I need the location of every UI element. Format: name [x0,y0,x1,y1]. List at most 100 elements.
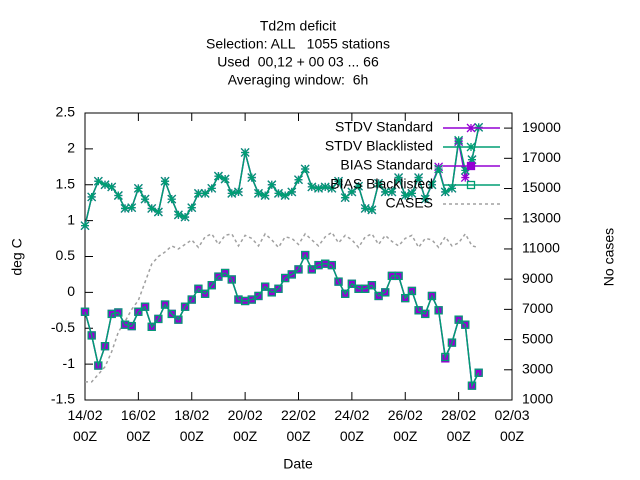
point [314,183,323,193]
point [380,187,390,197]
point [394,173,404,183]
point [94,361,103,370]
point [447,338,457,347]
point [280,191,290,200]
point [274,188,283,198]
point [100,342,110,351]
point [80,307,90,316]
legend-label: STDV Standard [335,119,433,135]
chart-title: Used 00,12 + 00 03 ... 66 [217,54,379,70]
point [100,180,110,190]
x-axis-label: Date [283,456,313,472]
point [440,187,450,197]
point [247,173,257,183]
point [220,268,230,278]
point [340,193,350,203]
point [233,187,243,197]
y-tick-label: 0.5 [56,247,76,263]
point [194,284,203,293]
point [207,281,216,290]
point [467,155,477,165]
point [180,302,190,311]
point [254,188,263,198]
point [461,320,470,329]
point [147,322,156,331]
legend-label: CASES [386,195,433,211]
point [187,295,196,304]
legend-marker [466,142,476,152]
point [347,187,357,197]
point [460,173,470,183]
point [260,191,270,200]
chart-title: Selection: ALL 1055 stations [206,36,390,52]
point [107,182,117,192]
point [381,288,390,297]
point [207,183,217,193]
point [254,291,263,301]
point [360,203,370,213]
point [394,271,403,281]
y2-tick-label: 17000 [522,149,561,165]
point [427,291,437,301]
chart-title: Td2m deficit [260,18,336,34]
point [320,182,330,192]
point [407,286,417,296]
point [300,164,310,174]
point [347,279,357,288]
point [80,221,90,231]
y2-tick-label: 9000 [522,270,553,286]
x-tick-label: 20/02 00Z [228,407,263,444]
point [133,183,143,193]
point [434,164,444,174]
point [467,381,477,390]
point [213,171,223,181]
point [167,309,176,319]
point [460,165,470,175]
point [294,265,303,274]
point [174,315,183,324]
point [260,282,270,291]
point [341,289,350,298]
y2-tick-label: 1000 [522,391,553,407]
legend-label: BIAS Blacklisted [330,176,433,192]
point [414,173,424,183]
point [434,306,443,315]
y2-tick-label: 13000 [522,209,561,225]
y2-tick-label: 7000 [522,300,553,316]
legend-label: STDV Blacklisted [325,138,433,154]
point [294,175,303,185]
point [134,307,143,316]
x-tick-label: 22/02 00Z [281,407,316,444]
y-tick-label: -0.5 [51,319,75,335]
point [147,203,157,213]
point [113,191,123,200]
point [301,250,310,260]
point [327,260,337,270]
x-tick-label: 24/02 00Z [334,407,369,444]
y2-tick-label: 15000 [522,179,561,195]
y2-tick-label: 19000 [522,119,561,135]
chart-title: Averaging window: 6h [228,72,369,88]
point [180,212,190,222]
point [160,300,170,309]
point [274,284,283,293]
point [240,148,250,157]
point [127,321,136,331]
point [287,270,296,279]
y-axis-label: deg C [9,238,25,275]
point [287,187,297,197]
y-tick-label: 0 [67,283,75,299]
point [327,183,337,193]
point [93,176,103,186]
point [87,192,97,202]
point [227,188,237,198]
x-tick-label: 26/02 00Z [388,407,423,444]
point [334,176,343,186]
point [407,188,417,198]
y2-tick-label: 3000 [522,360,553,376]
point [421,309,430,319]
y-tick-label: -1.5 [51,391,75,407]
y2-tick-label: 5000 [522,330,553,346]
point [387,187,397,197]
point [420,194,430,204]
